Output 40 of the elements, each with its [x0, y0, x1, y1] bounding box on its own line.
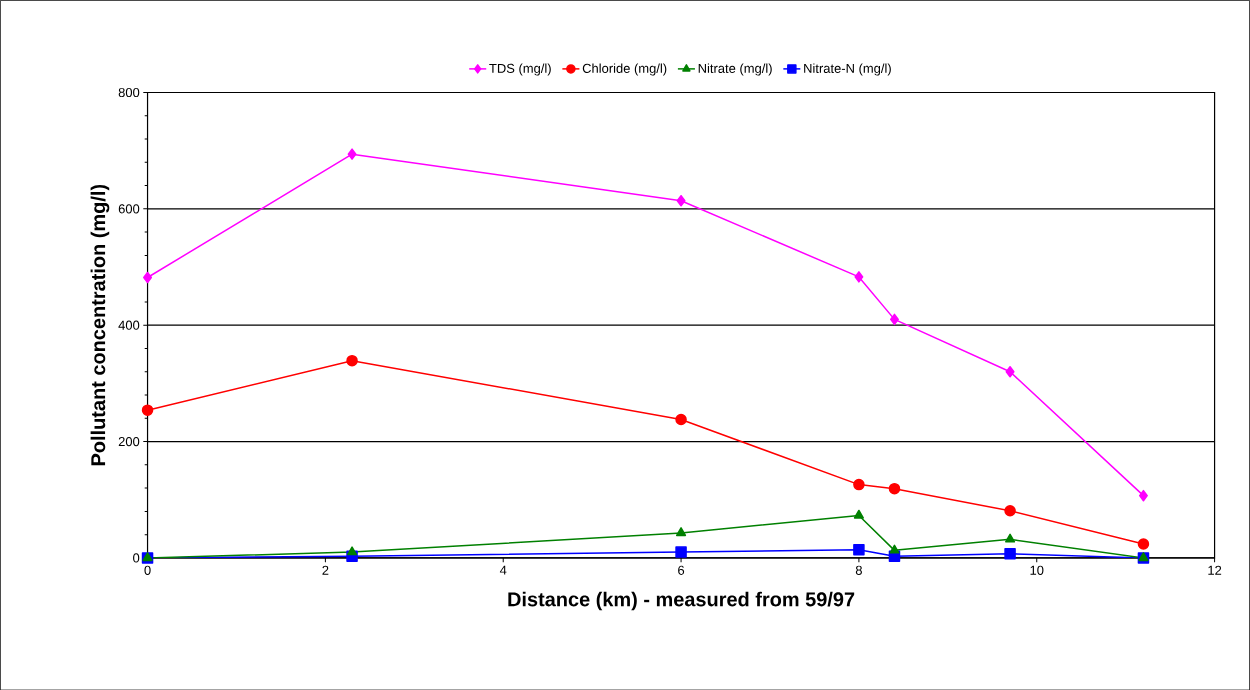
- point: [1004, 533, 1016, 543]
- y-axis-title: Pollutant concentration (mg/l): [90, 184, 110, 465]
- x-tick-label: 2: [322, 565, 329, 575]
- point: [675, 546, 687, 558]
- x-tick-label: 10: [1030, 565, 1044, 575]
- x-tick-label: 6: [678, 565, 685, 575]
- x-tick-label: 8: [855, 565, 862, 575]
- point: [1004, 504, 1016, 517]
- point: [347, 148, 357, 160]
- point: [853, 478, 865, 491]
- x-axis-title: Distance (km) - measured from 59/97: [508, 591, 855, 611]
- y-tick-label: 600: [118, 204, 140, 214]
- point: [853, 543, 865, 556]
- point: [346, 354, 358, 367]
- legend-label: Nitrate-N (mg/l): [804, 63, 891, 76]
- point: [141, 404, 154, 416]
- legend-label: TDS (mg/l): [489, 63, 551, 76]
- x-tick-label: 0: [144, 565, 151, 575]
- x-tick-label: 4: [499, 565, 507, 575]
- point: [675, 413, 687, 425]
- point: [1138, 489, 1148, 502]
- legend-label: Nitrate (mg/l): [698, 63, 772, 76]
- legend-label: Chloride (mg/l): [582, 63, 667, 76]
- y-tick-label: 0: [133, 553, 140, 563]
- point: [888, 482, 901, 495]
- point: [853, 509, 864, 519]
- point: [889, 544, 900, 554]
- point: [1005, 365, 1015, 378]
- point: [1137, 537, 1150, 550]
- x-tick-label: 12: [1208, 565, 1222, 575]
- point: [854, 270, 864, 283]
- y-tick-label: 400: [118, 320, 140, 330]
- y-tick-label: 800: [118, 87, 140, 97]
- point: [675, 526, 687, 536]
- point: [889, 313, 899, 325]
- point: [346, 546, 358, 556]
- point: [676, 194, 686, 207]
- point: [143, 271, 153, 284]
- y-tick-label: 200: [118, 436, 140, 446]
- point: [1004, 547, 1016, 560]
